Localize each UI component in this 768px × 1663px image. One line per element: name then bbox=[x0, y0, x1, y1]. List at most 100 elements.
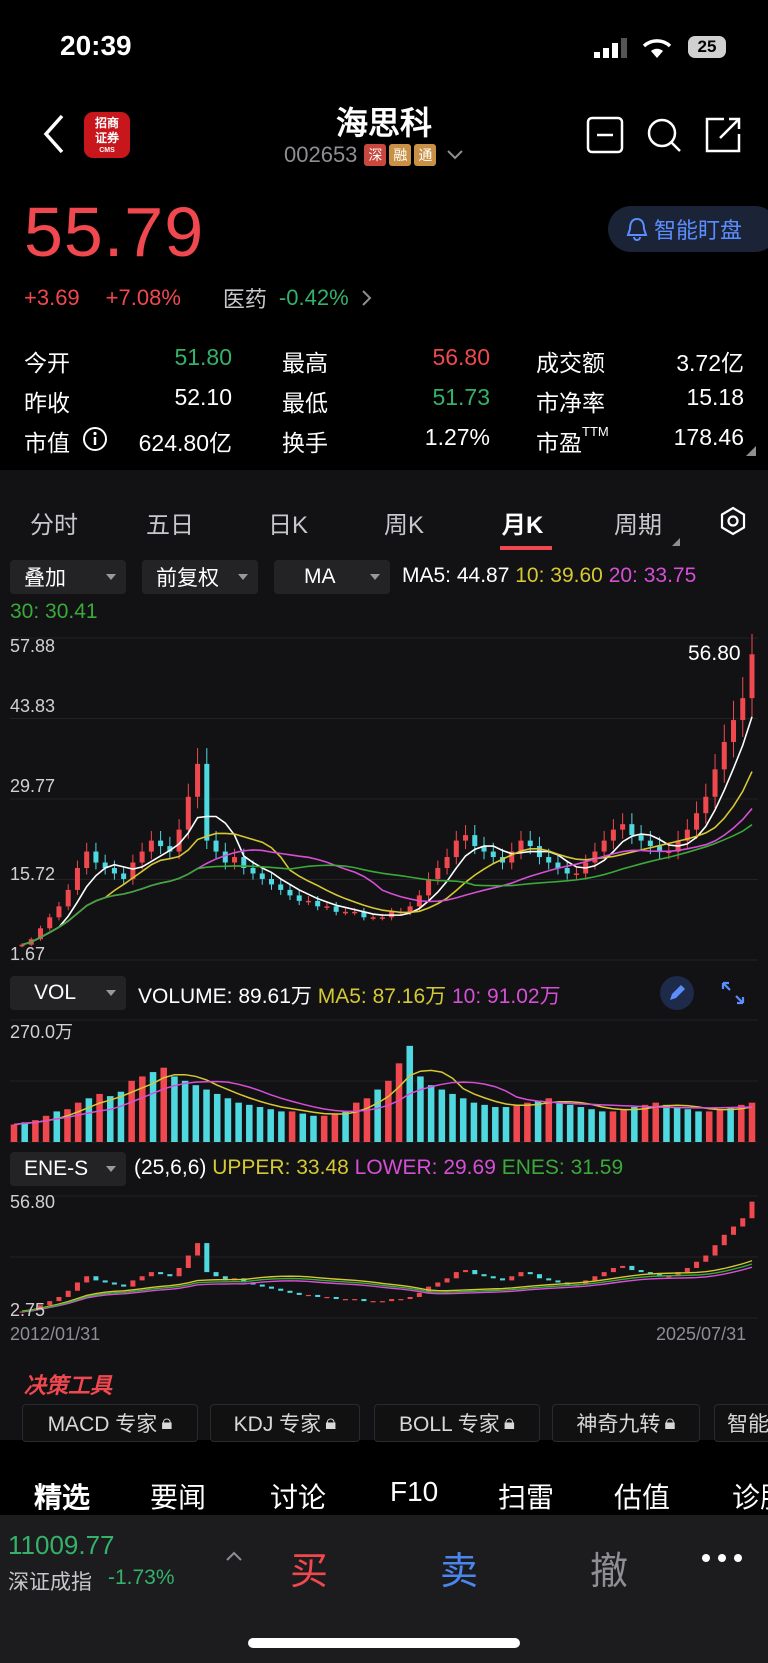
search-icon[interactable] bbox=[645, 116, 683, 154]
volume-bar bbox=[417, 1076, 424, 1142]
candle-body bbox=[564, 868, 570, 874]
volume-bar bbox=[192, 1085, 200, 1142]
fullscreen-icon[interactable] bbox=[720, 980, 746, 1006]
tab-f10[interactable]: F10 bbox=[390, 1476, 439, 1507]
cancel-order-button[interactable]: 撤 bbox=[590, 1551, 629, 1593]
edit-button[interactable] bbox=[660, 976, 694, 1010]
index-pct: -1.73% bbox=[108, 1566, 175, 1589]
index-value[interactable]: 11009.77 bbox=[8, 1530, 115, 1560]
settings-icon[interactable] bbox=[718, 506, 748, 536]
vol-dropdown[interactable]: VOL bbox=[10, 976, 126, 1010]
tool-nine[interactable]: 神奇九转 🔒︎ bbox=[552, 1404, 700, 1442]
ene-candle bbox=[56, 1296, 62, 1302]
lock-icon: 🔒︎ bbox=[161, 1411, 173, 1434]
stat-value: 15.18 bbox=[686, 384, 744, 410]
stat-value: 3.72亿 bbox=[676, 350, 744, 376]
stat-label: 今开 bbox=[24, 350, 70, 376]
tab-rik[interactable]: 日K bbox=[268, 512, 309, 539]
ene-candle bbox=[139, 1276, 145, 1281]
vol-axis-label: 270.0万 bbox=[10, 1022, 74, 1042]
more-icon[interactable] bbox=[700, 1552, 744, 1564]
tab-yuek[interactable]: 月K bbox=[502, 512, 544, 539]
tag-tong: 通 bbox=[414, 144, 437, 166]
volume-bar bbox=[556, 1102, 563, 1142]
lock-icon: 🔒︎ bbox=[503, 1411, 515, 1434]
tool-kdj[interactable]: KDJ 专家 🔒︎ bbox=[210, 1404, 360, 1442]
adjust-dropdown[interactable]: 前复权 bbox=[142, 560, 258, 594]
volume-bar bbox=[278, 1111, 285, 1142]
tab-period[interactable]: 周期 bbox=[614, 512, 662, 539]
candle-body bbox=[185, 796, 191, 830]
tab-fenshi[interactable]: 分时 bbox=[30, 512, 78, 539]
tab-guzhi[interactable]: 估值 bbox=[614, 1482, 671, 1513]
info-icon[interactable] bbox=[82, 426, 108, 452]
tab-taolun[interactable]: 讨论 bbox=[270, 1482, 327, 1513]
volume-bar bbox=[203, 1089, 210, 1142]
candle-body bbox=[176, 829, 182, 852]
ene-candle bbox=[694, 1261, 700, 1268]
period-corner-icon bbox=[672, 538, 680, 546]
candle-body bbox=[370, 917, 376, 919]
ene-candle bbox=[37, 1305, 43, 1310]
candle-body bbox=[407, 906, 413, 912]
ene-candle bbox=[499, 1278, 506, 1281]
ene-candle bbox=[407, 1296, 413, 1300]
candle-body bbox=[74, 868, 80, 890]
tab-yaowen[interactable]: 要闻 bbox=[150, 1482, 207, 1513]
ma5-line bbox=[21, 716, 753, 946]
overlay-dropdown[interactable]: 叠加 bbox=[10, 560, 126, 594]
volume-bar bbox=[385, 1080, 392, 1142]
stock-code-row[interactable]: 002653 深 融 通 bbox=[284, 142, 465, 168]
wifi-icon bbox=[642, 39, 672, 58]
sector-name[interactable]: 医药 bbox=[222, 287, 267, 312]
volume-bar bbox=[598, 1111, 606, 1142]
ene-candle bbox=[647, 1272, 653, 1275]
ene-dropdown[interactable]: ENE-S bbox=[10, 1152, 126, 1186]
volume-bar bbox=[513, 1104, 520, 1142]
share-icon[interactable] bbox=[704, 116, 742, 154]
tool-macd[interactable]: MACD 专家 🔒︎ bbox=[22, 1404, 198, 1442]
chevron-right-icon[interactable] bbox=[361, 289, 373, 307]
tool-boll[interactable]: BOLL 专家 🔒︎ bbox=[374, 1404, 540, 1442]
volume-bar bbox=[299, 1113, 307, 1142]
smart-watch-button[interactable]: 智能盯盘 bbox=[608, 206, 768, 252]
ene-axis-label: 56.80 bbox=[10, 1192, 56, 1212]
candlestick-chart[interactable] bbox=[0, 634, 768, 964]
ene-chart[interactable] bbox=[0, 1192, 768, 1322]
ene-candle bbox=[490, 1276, 496, 1279]
buy-button[interactable]: 买 bbox=[290, 1551, 329, 1593]
ma5-value: MA5: 44.87 bbox=[402, 564, 510, 587]
tab-jingxuan[interactable]: 精选 bbox=[34, 1482, 91, 1513]
volume-chart[interactable] bbox=[0, 1016, 768, 1146]
tab-wuri[interactable]: 五日 bbox=[146, 512, 194, 539]
minimize-icon[interactable] bbox=[586, 116, 624, 154]
ene-candle bbox=[527, 1272, 533, 1275]
candle-body bbox=[490, 851, 496, 858]
stat-label: 市盈TTM bbox=[536, 424, 609, 456]
volume-bar bbox=[342, 1111, 349, 1142]
expand-corner-icon[interactable] bbox=[746, 446, 756, 456]
back-icon[interactable] bbox=[40, 112, 68, 156]
candle-body bbox=[65, 889, 71, 907]
candle-body bbox=[703, 796, 709, 814]
sell-button[interactable]: 卖 bbox=[440, 1551, 479, 1593]
tab-saolei[interactable]: 扫雷 bbox=[498, 1482, 555, 1513]
volume-bar bbox=[213, 1093, 221, 1142]
volume-bar bbox=[85, 1098, 93, 1142]
volume-bar bbox=[705, 1111, 713, 1142]
volume-bar bbox=[641, 1104, 649, 1142]
candle-body bbox=[241, 857, 247, 868]
volume-bar bbox=[64, 1109, 71, 1142]
tab-zhouk[interactable]: 周K bbox=[384, 512, 425, 539]
stat-label: 昨收 bbox=[24, 390, 70, 416]
price-change: +3.69 bbox=[24, 285, 80, 310]
ene-candle bbox=[185, 1255, 191, 1268]
tool-smart[interactable]: 智能 bbox=[714, 1404, 768, 1442]
candle-body bbox=[268, 878, 275, 885]
ene-candle bbox=[158, 1272, 164, 1275]
ma-dropdown[interactable]: MA bbox=[274, 560, 390, 594]
ene-lower: LOWER: 29.69 bbox=[354, 1156, 496, 1179]
volume-bar bbox=[363, 1098, 371, 1142]
tab-zhengu[interactable]: 诊股 bbox=[732, 1482, 768, 1513]
chevron-up-icon[interactable] bbox=[224, 1550, 244, 1562]
